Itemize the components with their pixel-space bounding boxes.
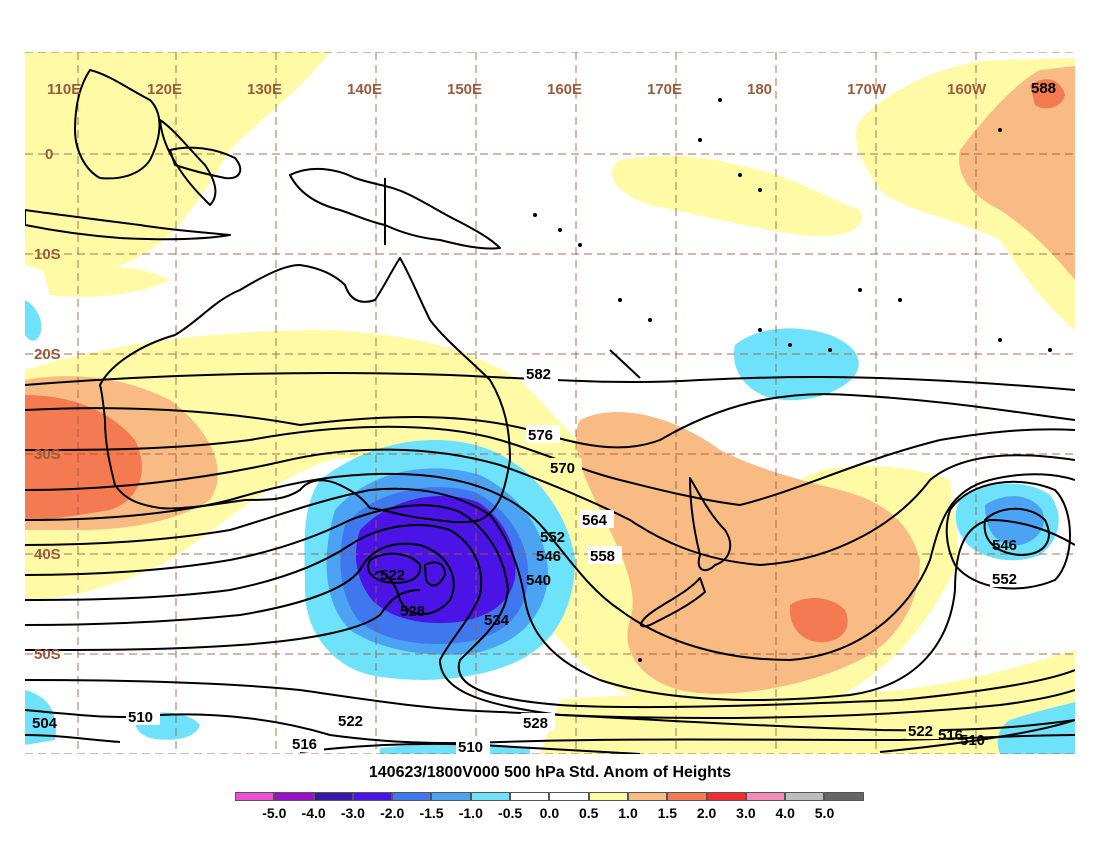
lon-label: 170E bbox=[647, 81, 682, 98]
legend-swatch bbox=[431, 792, 471, 801]
legend-swatch bbox=[392, 792, 432, 801]
legend-swatch bbox=[588, 792, 628, 801]
contour-label-528: 528 bbox=[400, 603, 425, 620]
coastlines bbox=[25, 69, 732, 628]
legend-label: 1.5 bbox=[657, 805, 678, 821]
lon-label: 160E bbox=[547, 81, 582, 98]
contour-label-504: 504 bbox=[32, 715, 58, 732]
legend-label: -1.0 bbox=[458, 805, 483, 821]
legend-label: 0.5 bbox=[578, 805, 599, 821]
legend-label: -4.0 bbox=[301, 805, 326, 821]
contour-label-582: 582 bbox=[526, 366, 551, 383]
contour-label-540: 540 bbox=[526, 572, 551, 589]
lat-label: 0 bbox=[45, 146, 53, 163]
contour-label-516: 516 bbox=[292, 736, 317, 753]
grid-lines bbox=[25, 52, 1075, 754]
contour-label-576: 576 bbox=[528, 427, 553, 444]
contour-label-510c: 510 bbox=[960, 732, 985, 749]
lat-label: 40S bbox=[34, 546, 61, 563]
legend-swatch bbox=[274, 792, 314, 801]
legend-label: -1.5 bbox=[419, 805, 444, 821]
legend-swatch bbox=[470, 792, 511, 801]
island-dots bbox=[533, 98, 1052, 662]
contour-label-522: 522 bbox=[380, 567, 405, 584]
legend-swatch bbox=[706, 792, 746, 801]
contour-label-552b: 552 bbox=[992, 571, 1017, 588]
lat-label: 10S bbox=[34, 246, 61, 263]
contour-label-534: 534 bbox=[484, 612, 510, 629]
contour-label-588: 588 bbox=[1031, 80, 1056, 97]
legend-label: 0.0 bbox=[539, 805, 560, 821]
legend-swatch bbox=[313, 792, 353, 801]
contour-label-510b: 510 bbox=[458, 739, 483, 756]
legend-label: 1.0 bbox=[618, 805, 638, 821]
contour-label-510: 510 bbox=[128, 709, 153, 726]
lon-label: 160W bbox=[947, 81, 987, 98]
legend-label: 2.0 bbox=[696, 805, 717, 821]
lat-label: 30S bbox=[34, 446, 61, 463]
longitude-labels: 110E 120E 130E 140E 150E 160E 170E 180 1… bbox=[47, 81, 987, 98]
lat-label: 50S bbox=[34, 646, 61, 663]
contour-label-570: 570 bbox=[550, 460, 575, 477]
legend-swatch bbox=[745, 792, 786, 801]
lon-label: 130E bbox=[247, 81, 282, 98]
contour-label-516c: 516 bbox=[938, 727, 963, 744]
contour-label-552: 552 bbox=[540, 529, 565, 546]
contour-label-558: 558 bbox=[590, 548, 615, 565]
legend-label: -3.0 bbox=[340, 805, 365, 821]
legend-swatch bbox=[510, 792, 550, 801]
legend-swatch bbox=[352, 792, 393, 801]
legend-label: 3.0 bbox=[736, 805, 756, 821]
color-legend bbox=[235, 792, 864, 802]
legend-label: -2.0 bbox=[380, 805, 405, 821]
legend-label: -0.5 bbox=[498, 805, 523, 821]
legend-swatch bbox=[785, 792, 825, 801]
lon-label: 180 bbox=[747, 81, 772, 98]
map-title: 140623/1800V000 500 hPa Std. Anom of Hei… bbox=[368, 764, 732, 781]
lon-label: 170W bbox=[847, 81, 887, 98]
legend-swatch bbox=[549, 792, 589, 801]
contour-label-546: 546 bbox=[536, 548, 561, 565]
contour-label-546b: 546 bbox=[992, 537, 1017, 554]
legend-swatch bbox=[235, 792, 275, 801]
contour-labels: 588 582 576 570 564 558 552 546 540 534 … bbox=[32, 80, 1056, 756]
legend-label: 5.0 bbox=[814, 805, 835, 821]
contour-label-522c: 522 bbox=[908, 723, 933, 740]
contour-label-528b: 528 bbox=[523, 715, 548, 732]
lon-label: 140E bbox=[347, 81, 382, 98]
contour-label-522b: 522 bbox=[338, 713, 363, 730]
legend-swatch bbox=[627, 792, 668, 801]
legend-label: -5.0 bbox=[262, 805, 287, 821]
latitude-labels: 0 10S 20S 30S 40S 50S bbox=[34, 146, 61, 663]
lon-label: 120E bbox=[147, 81, 182, 98]
lon-label: 110E bbox=[47, 81, 81, 98]
legend-swatch bbox=[667, 792, 707, 801]
lon-label: 150E bbox=[447, 81, 482, 98]
legend-label: 4.0 bbox=[775, 805, 795, 821]
legend-swatch bbox=[824, 792, 864, 801]
contour-label-564: 564 bbox=[582, 512, 608, 529]
lat-label: 20S bbox=[34, 346, 61, 363]
